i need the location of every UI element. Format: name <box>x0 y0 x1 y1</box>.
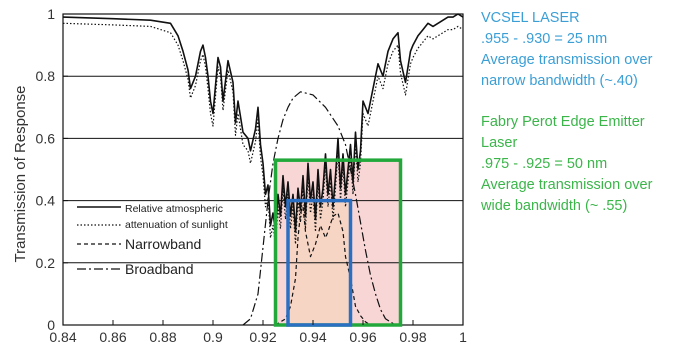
legend-label-1-0: Narrowband <box>125 236 201 252</box>
fabry-perot-bandwidth: .975 - .925 = 50 nm <box>481 156 608 172</box>
legend-label-0-0: Relative atmospheric <box>125 203 223 215</box>
x-tick-label-0: 0.84 <box>49 329 76 345</box>
fabry-perot-annotation: Fabry Perot Edge Emitter Laser .975 - .9… <box>481 112 695 217</box>
x-tick-label-7: 0.98 <box>399 329 426 345</box>
vcsel-avg-label: Average transmission over <box>481 52 653 68</box>
series-line-narrowband <box>275 206 371 326</box>
series-line-dotted <box>62 22 464 245</box>
series-layer <box>62 13 464 326</box>
x-tick-label-6: 0.96 <box>349 329 376 345</box>
series-line-solid <box>62 13 464 233</box>
y-axis-title: Transmission of Response <box>12 85 29 262</box>
fabry-perot-title-cont: Laser <box>481 135 518 151</box>
y-tick-label-2: 0.4 <box>36 193 56 209</box>
y-tick-label-3: 0.6 <box>36 130 56 146</box>
x-tick-label-3: 0.9 <box>203 329 223 345</box>
y-tick-label-0: 0 <box>47 317 55 333</box>
y-tick-label-4: 0.8 <box>36 68 56 84</box>
legend-label-2-0: Broadband <box>125 261 194 277</box>
vcsel-bandwidth: .955 - .930 = 25 nm <box>481 31 608 47</box>
x-tick-label-1: 0.86 <box>99 329 126 345</box>
tick-layer: 0.84 0.86 0.88 0.9 0.92 0.94 0.96 0.98 1 0 0.2 0.4 0… <box>36 6 468 345</box>
legend-label-0-1: attenuation of sunlight <box>125 219 228 231</box>
y-tick-label-5: 1 <box>47 6 55 22</box>
fabry-perot-title: Fabry Perot Edge Emitter <box>481 114 645 130</box>
series-line-broadband <box>242 91 396 326</box>
vcsel-band-outline <box>286 198 353 327</box>
vcsel-title: VCSEL LASER <box>481 10 580 26</box>
annotation-panel: VCSEL LASER .955 - .930 = 25 nm Average … <box>481 8 695 217</box>
y-tick-label-1: 0.2 <box>36 255 56 271</box>
grid-layer <box>63 75 463 264</box>
vcsel-annotation: VCSEL LASER .955 - .930 = 25 nm Average … <box>481 8 695 92</box>
fabry-perot-avg-label: Average transmission over <box>481 177 653 193</box>
x-tick-label-8: 1 <box>459 329 467 345</box>
x-tick-label-4: 0.92 <box>249 329 276 345</box>
x-tick-label-5: 0.94 <box>299 329 326 345</box>
highlight-layer <box>275 160 401 325</box>
vcsel-avg-value: narrow bandwidth (~.40) <box>481 73 638 89</box>
fabry-perot-avg-value: wide bandwidth (~ .55) <box>481 198 628 214</box>
legend: Relative atmospheric attenuation of sunli… <box>77 203 228 277</box>
x-tick-label-2: 0.88 <box>149 329 176 345</box>
